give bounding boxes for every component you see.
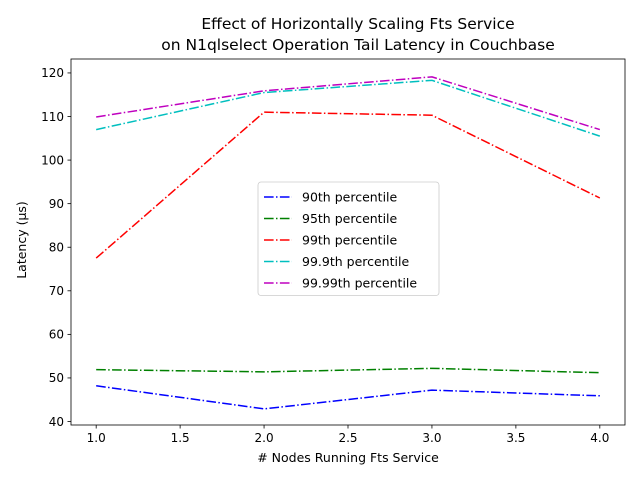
y-tick-label-2: 50 (49, 371, 64, 385)
x-tick-label-2: 1.5 (171, 431, 190, 445)
legend-label-3: 99th percentile (302, 233, 398, 248)
x-tick-label-3: 2.0 (255, 431, 274, 445)
x-tick-label-4: 2.5 (338, 431, 357, 445)
y-tick-label-6: 90 (49, 197, 64, 211)
legend-box (257, 181, 440, 296)
x-tick-label-7: 4.0 (590, 431, 609, 445)
y-tick-label-8: 110 (41, 110, 64, 124)
y-tick-label-9: 120 (41, 66, 64, 80)
series-line-3 (95, 111, 601, 259)
series-line-4 (96, 79, 601, 137)
legend: 90th percentile 95th percentile 99th perce… (257, 181, 440, 296)
y-tick-label-7: 100 (41, 153, 64, 167)
legend-label-5: 99.99th percentile (302, 276, 417, 291)
series-line-2 (96, 367, 600, 374)
y-tick-label-3: 60 (49, 328, 64, 342)
y-axis-label: Latency (µs) (14, 201, 29, 279)
x-axis-label: # Nodes Running Fts Service (257, 450, 439, 465)
series-line-5 (96, 76, 601, 131)
y-tick-label-4: 70 (49, 284, 64, 298)
y-tick-label-5: 80 (49, 241, 64, 255)
x-tick-label-6: 3.5 (506, 431, 525, 445)
y-tick-label-1: 40 (49, 415, 64, 429)
chart-title-line-1: Effect of Horizontally Scaling Fts Servi… (201, 15, 514, 33)
legend-label-2: 95th percentile (302, 211, 398, 226)
legend-label-1: 90th percentile (302, 190, 398, 205)
x-tick-label-1: 1.0 (87, 431, 106, 445)
series-line-1 (96, 385, 600, 410)
chart-title-line-2: on N1qlselect Operation Tail Latency in … (161, 36, 555, 54)
x-tick-label-5: 3.0 (422, 431, 441, 445)
legend-label-4: 99.9th percentile (302, 254, 409, 269)
plot-area: 1.0 1.5 2.0 2.5 3.0 3.5 4.0 40 50 60 70 80 90 100 110 1… (41, 58, 626, 445)
